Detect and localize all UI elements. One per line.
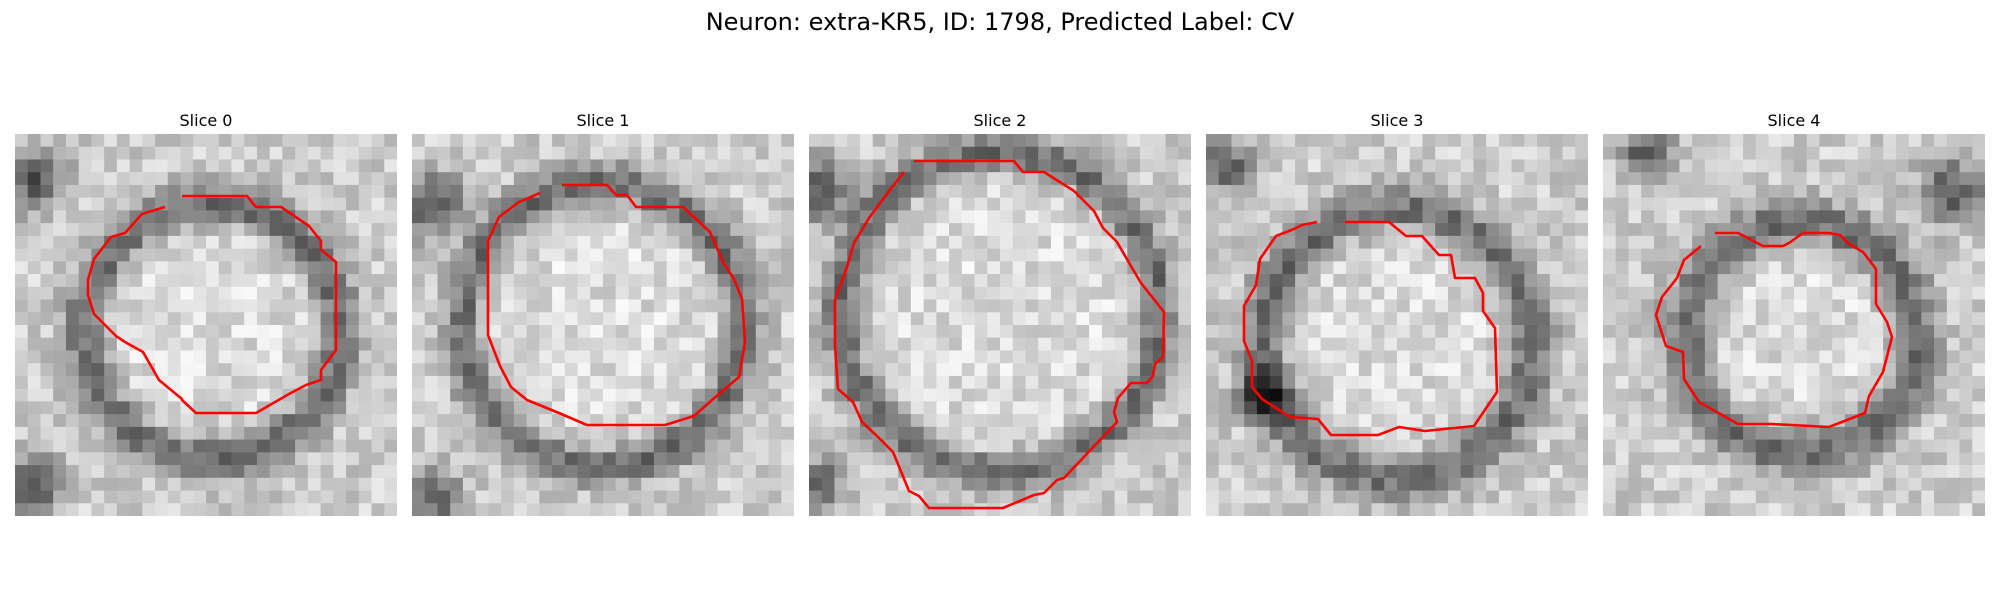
slice-image-0 <box>15 134 397 516</box>
slice-panel-4: Slice 4 <box>1603 108 1985 516</box>
slice-title-2: Slice 2 <box>973 111 1027 130</box>
slice-panel-1: Slice 1 <box>412 108 794 516</box>
slice-panel-2: Slice 2 <box>809 108 1191 516</box>
slice-image-2 <box>809 134 1191 516</box>
slice-panel-0: Slice 0 <box>15 108 397 516</box>
cell-outline <box>1654 231 1894 429</box>
cell-outline <box>833 159 1166 510</box>
slice-image-4 <box>1603 134 1985 516</box>
slice-title-0: Slice 0 <box>179 111 233 130</box>
cell-outline <box>1242 220 1499 437</box>
cell-outline <box>486 183 747 427</box>
slice-title-1: Slice 1 <box>576 111 630 130</box>
cell-outline <box>86 194 338 415</box>
slice-image-3 <box>1206 134 1588 516</box>
slice-panel-3: Slice 3 <box>1206 108 1588 516</box>
figure-title: Neuron: extra-KR5, ID: 1798, Predicted L… <box>705 8 1295 36</box>
slice-title-3: Slice 3 <box>1370 111 1424 130</box>
slice-title-4: Slice 4 <box>1767 111 1821 130</box>
slice-image-1 <box>412 134 794 516</box>
